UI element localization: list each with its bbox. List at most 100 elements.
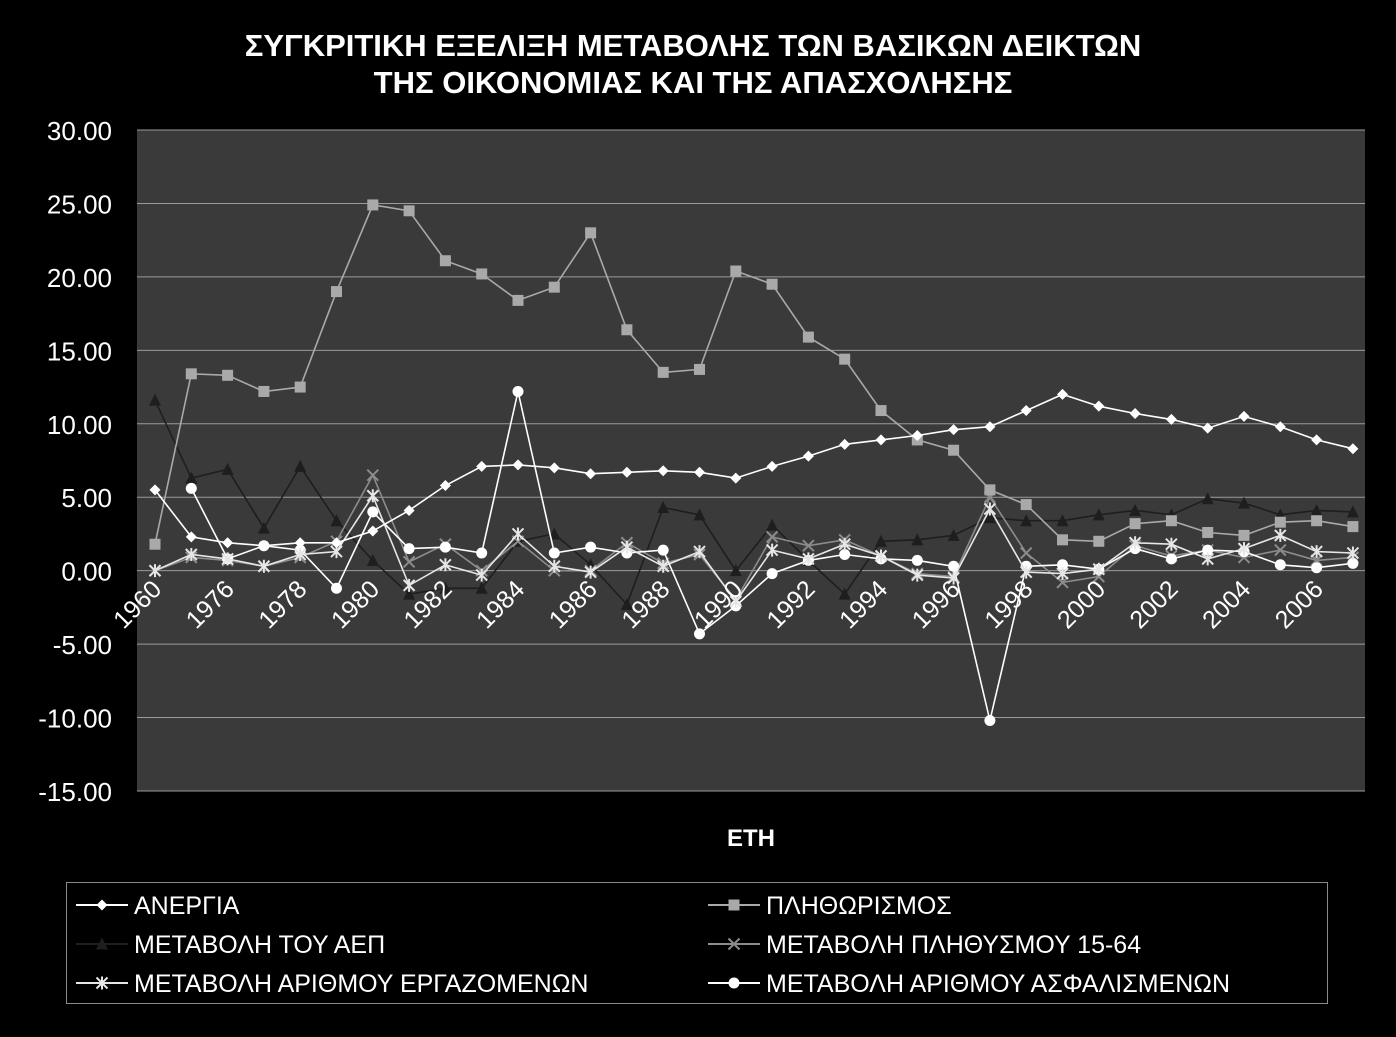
legend-label: ΜΕΤΑΒΟΛΗ ΑΡΙΘΜΟΥ ΑΣΦΑΛΙΣΜΕΝΩΝ xyxy=(766,970,1230,998)
data-point xyxy=(1165,413,1177,425)
data-point xyxy=(149,393,161,406)
data-point xyxy=(1057,534,1068,546)
data-point xyxy=(1347,557,1359,569)
y-tick-label: 20.00 xyxy=(47,263,112,293)
data-point xyxy=(1310,545,1323,559)
data-point xyxy=(439,581,452,594)
data-point xyxy=(1057,388,1068,400)
data-point xyxy=(512,459,524,471)
data-point xyxy=(1311,562,1323,574)
data-point xyxy=(1129,518,1141,530)
data-point xyxy=(1129,407,1141,419)
legend-item: ΜΕΤΑΒΟΛΗ ΑΡΙΘΜΟΥ ΑΣΦΑΛΙΣΜΕΝΩΝ xyxy=(708,970,1230,998)
data-point xyxy=(1274,559,1286,571)
data-point xyxy=(366,489,380,503)
data-point xyxy=(694,363,705,375)
data-point xyxy=(911,533,924,546)
data-point xyxy=(1274,528,1287,542)
data-point xyxy=(766,460,778,472)
data-point xyxy=(331,582,342,594)
data-point xyxy=(185,482,197,494)
data-point xyxy=(657,366,669,378)
data-point xyxy=(1056,576,1069,589)
y-tick-label: -15.00 xyxy=(38,777,112,807)
data-point xyxy=(1238,410,1250,422)
legend-marker xyxy=(96,899,108,911)
data-point xyxy=(221,552,234,566)
data-point xyxy=(1093,535,1105,547)
data-point xyxy=(1237,542,1251,556)
legend-item: ΠΛΗΘΩΡΙΣΜΟΣ xyxy=(708,892,952,920)
legend-marker xyxy=(96,937,108,950)
data-point xyxy=(802,552,815,566)
data-point xyxy=(403,205,415,217)
data-point xyxy=(694,466,705,478)
data-point xyxy=(1128,536,1142,550)
data-point xyxy=(294,381,306,393)
series-line xyxy=(154,399,1353,607)
data-point xyxy=(766,518,779,531)
data-point xyxy=(948,424,960,436)
legend-label: ΜΕΤΑΒΟΛΗ ΠΛΗΘΥΣΜΟΥ 15-64 xyxy=(766,931,1141,959)
data-point xyxy=(149,484,161,496)
data-point xyxy=(875,434,887,446)
data-point xyxy=(983,502,997,516)
data-point xyxy=(1056,567,1069,581)
series-line xyxy=(154,393,1354,547)
data-point xyxy=(1238,529,1250,541)
legend-marker xyxy=(95,976,109,990)
data-point xyxy=(984,714,996,726)
data-point xyxy=(693,508,706,521)
data-point xyxy=(476,268,488,280)
legend-item: ΜΕΤΑΒΟΛΗ ΠΛΗΘΥΣΜΟΥ 15-64 xyxy=(708,931,1141,959)
data-point xyxy=(620,540,634,554)
series-line xyxy=(154,494,1353,603)
data-point xyxy=(257,521,270,534)
data-point xyxy=(1165,537,1178,551)
data-point xyxy=(403,504,415,516)
data-point xyxy=(439,479,451,491)
legend-label: ΑΝΕΡΓΙΑ xyxy=(134,892,240,920)
data-point xyxy=(1274,516,1286,528)
legend-label: ΜΕΤΑΒΟΛΗ ΤΟΥ ΑΕΠ xyxy=(134,931,385,959)
data-point xyxy=(1202,526,1214,538)
data-point xyxy=(621,324,633,336)
y-tick-label: 30.00 xyxy=(47,116,112,146)
data-point xyxy=(1019,546,1033,560)
series-2 xyxy=(149,199,1359,550)
data-point xyxy=(1202,544,1214,556)
data-point xyxy=(294,537,306,549)
data-point xyxy=(257,559,271,573)
data-point xyxy=(1346,505,1359,518)
data-point xyxy=(802,331,814,343)
data-point xyxy=(548,559,561,573)
data-point xyxy=(1311,515,1323,527)
data-point xyxy=(294,459,307,472)
data-point xyxy=(1346,546,1360,560)
gridlines xyxy=(137,129,1365,792)
x-axis-label: ΕΤΗ xyxy=(727,825,775,852)
series-5 xyxy=(148,489,1360,609)
data-point xyxy=(1238,496,1250,509)
data-point xyxy=(621,466,633,478)
data-point xyxy=(476,460,488,472)
y-tick-label: -5.00 xyxy=(53,630,112,660)
data-point xyxy=(1201,492,1214,505)
series-line xyxy=(154,473,1353,602)
data-point xyxy=(222,537,234,549)
data-point xyxy=(875,534,887,547)
data-point xyxy=(367,506,379,518)
data-point xyxy=(729,564,742,577)
data-point xyxy=(1201,552,1214,566)
data-point xyxy=(258,540,270,552)
data-point xyxy=(1274,421,1286,433)
data-point xyxy=(802,450,814,462)
data-point xyxy=(1274,543,1287,557)
data-point xyxy=(331,537,342,549)
data-point xyxy=(584,565,597,579)
data-point xyxy=(185,531,197,543)
legend-item: ΑΝΕΡΓΙΑ xyxy=(76,892,240,920)
data-point xyxy=(366,553,379,566)
data-point xyxy=(548,281,560,293)
data-point xyxy=(585,541,597,553)
